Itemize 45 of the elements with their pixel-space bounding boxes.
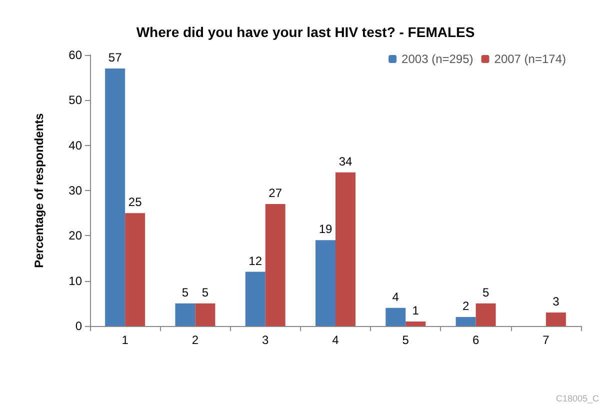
data-label: 4 bbox=[392, 290, 400, 304]
data-label: 1 bbox=[412, 303, 420, 318]
y-tick-label: 60 bbox=[68, 48, 82, 62]
data-label: 19 bbox=[318, 222, 332, 236]
y-tick-label: 30 bbox=[68, 184, 82, 198]
y-tick-label: 40 bbox=[68, 138, 82, 152]
bar bbox=[245, 272, 266, 326]
x-tick-label: 6 bbox=[472, 333, 480, 347]
data-label: 34 bbox=[338, 154, 352, 168]
data-label: 2 bbox=[462, 298, 470, 313]
bar bbox=[476, 303, 496, 326]
legend-label: 2007 (n=174) bbox=[494, 52, 566, 66]
y-axis-title: Percentage of respondents bbox=[32, 112, 46, 268]
x-tick-label: 3 bbox=[262, 333, 270, 347]
y-tick-label: 0 bbox=[75, 319, 82, 333]
bar bbox=[125, 213, 146, 326]
data-label: 5 bbox=[182, 285, 189, 300]
bar bbox=[456, 316, 476, 326]
bar bbox=[386, 308, 406, 326]
bar bbox=[195, 303, 216, 326]
bar bbox=[316, 240, 336, 326]
x-tick-label: 5 bbox=[402, 333, 410, 347]
bar bbox=[546, 312, 566, 326]
text: C18005_C bbox=[556, 394, 600, 404]
legend-label: 2003 (n=295) bbox=[402, 52, 474, 66]
bar bbox=[406, 321, 426, 326]
bar bbox=[265, 204, 286, 326]
bar bbox=[175, 303, 196, 326]
x-tick-label: 7 bbox=[542, 333, 550, 347]
bar bbox=[336, 172, 356, 326]
x-tick-label: 2 bbox=[192, 333, 199, 347]
data-label: 57 bbox=[108, 50, 122, 65]
data-label: 25 bbox=[128, 195, 142, 210]
y-tick-label: 50 bbox=[68, 93, 82, 108]
data-label: 5 bbox=[202, 285, 209, 300]
x-tick-label: 1 bbox=[122, 333, 129, 347]
y-tick-label: 10 bbox=[68, 274, 82, 288]
data-label: 5 bbox=[482, 285, 490, 300]
y-tick-label: 20 bbox=[68, 228, 82, 243]
data-label: 27 bbox=[268, 186, 282, 200]
bar bbox=[105, 68, 126, 326]
data-label: 12 bbox=[248, 254, 262, 268]
x-tick-label: 4 bbox=[332, 333, 340, 347]
data-label: 3 bbox=[552, 294, 560, 308]
chart-title: Where did you have your last HIV test? - FEMALES bbox=[136, 24, 475, 40]
